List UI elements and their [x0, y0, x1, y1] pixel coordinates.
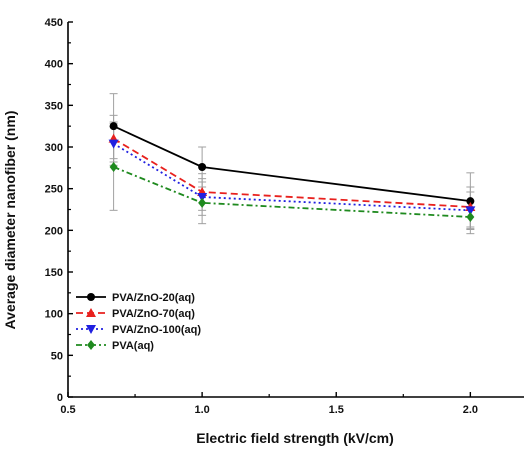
series-line — [113, 166, 471, 218]
x-tick-label: 0.5 — [60, 404, 75, 416]
legend-item: PVA/ZnO-20(aq) — [76, 292, 195, 304]
y-tick-label: 350 — [45, 100, 63, 112]
series-line — [113, 137, 471, 208]
series-layer — [108, 93, 476, 235]
legend-item: PVA/ZnO-100(aq) — [76, 324, 201, 336]
data-point — [466, 212, 475, 222]
y-tick-label: 150 — [45, 267, 63, 279]
series — [109, 162, 475, 222]
legend-marker — [87, 293, 95, 301]
error-bars — [109, 93, 475, 230]
legend-label: PVA/ZnO-20(aq) — [112, 292, 195, 304]
legend: PVA/ZnO-20(aq) PVA/ZnO-70(aq) PVA/ZnO-100(… — [76, 292, 201, 352]
series-line — [113, 142, 471, 212]
legend-marker — [87, 340, 95, 350]
data-point — [198, 163, 207, 171]
y-tick-label: 400 — [45, 59, 63, 71]
legend-marker — [86, 325, 96, 334]
legend-item: PVA/ZnO-70(aq) — [76, 308, 195, 320]
y-tick-label: 450 — [45, 17, 63, 29]
data-point — [197, 193, 208, 202]
y-tick-label: 200 — [45, 225, 63, 237]
legend-label: PVA/ZnO-70(aq) — [112, 308, 195, 320]
series — [108, 133, 476, 211]
x-tick-label: 1.0 — [194, 404, 209, 416]
x-axis-title: Electric field strength (kV/cm) — [196, 430, 394, 446]
data-point — [108, 139, 119, 149]
y-tick-label: 0 — [57, 392, 63, 404]
series — [109, 122, 475, 206]
y-tick-label: 300 — [45, 142, 63, 154]
y-axis-title: Average diameter nanofiber (nm) — [2, 111, 18, 330]
legend-item: PVA(aq) — [76, 340, 154, 352]
y-tick-label: 50 — [51, 350, 63, 362]
data-point — [109, 162, 118, 172]
data-point — [109, 122, 118, 131]
axes: 0 50 100 150 200 250 300 350 400 450 0.5 1.0 1.5 2.0 — [45, 17, 524, 416]
legend-label: PVA/ZnO-100(aq) — [112, 324, 201, 336]
data-point — [198, 197, 207, 208]
y-tick-label: 100 — [45, 309, 63, 321]
series — [108, 139, 476, 216]
error-bars — [109, 114, 475, 228]
legend-label: PVA(aq) — [112, 340, 154, 352]
x-tick-label: 2.0 — [463, 404, 478, 416]
y-tick-label: 250 — [45, 184, 63, 196]
series-line — [113, 125, 471, 203]
x-tick-label: 1.5 — [329, 404, 344, 416]
error-bars — [109, 121, 475, 230]
data-point — [465, 206, 476, 216]
data-point — [466, 197, 475, 206]
legend-marker — [86, 308, 96, 317]
